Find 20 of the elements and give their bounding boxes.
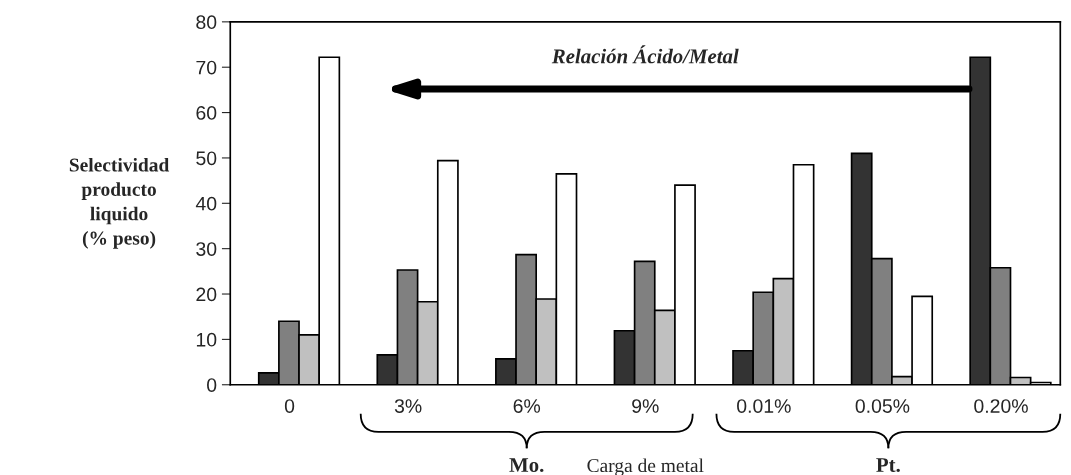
x-tick-label: 0.05%: [855, 399, 910, 413]
x-tick-label: 0.20%: [974, 399, 1028, 413]
y-tick-label: 70: [196, 60, 217, 75]
x-tick-label: 9%: [632, 399, 659, 413]
y-tick-label: 80: [196, 15, 217, 30]
y-tick-label: 30: [196, 242, 217, 256]
y-tick-label: 10: [196, 332, 217, 347]
x-tick-label: 0: [284, 399, 295, 413]
y-tick-label: 50: [196, 151, 217, 166]
y-tick-label: 0: [207, 378, 217, 392]
x-tick-label: 3%: [394, 399, 422, 413]
x-tick-label: 0.01%: [737, 399, 791, 413]
text: Mo.: [509, 458, 544, 473]
text: Pt.: [876, 458, 900, 473]
y-axis-title: Selectividad producto liquido (% peso): [69, 157, 170, 249]
y-tick-label: 20: [196, 287, 217, 302]
y-tick-label: 40: [195, 196, 217, 211]
annotation: Relación Ácido/Metal: [551, 45, 739, 64]
x-tick-label: 6%: [513, 399, 541, 413]
y-tick-label: 60: [196, 106, 217, 120]
